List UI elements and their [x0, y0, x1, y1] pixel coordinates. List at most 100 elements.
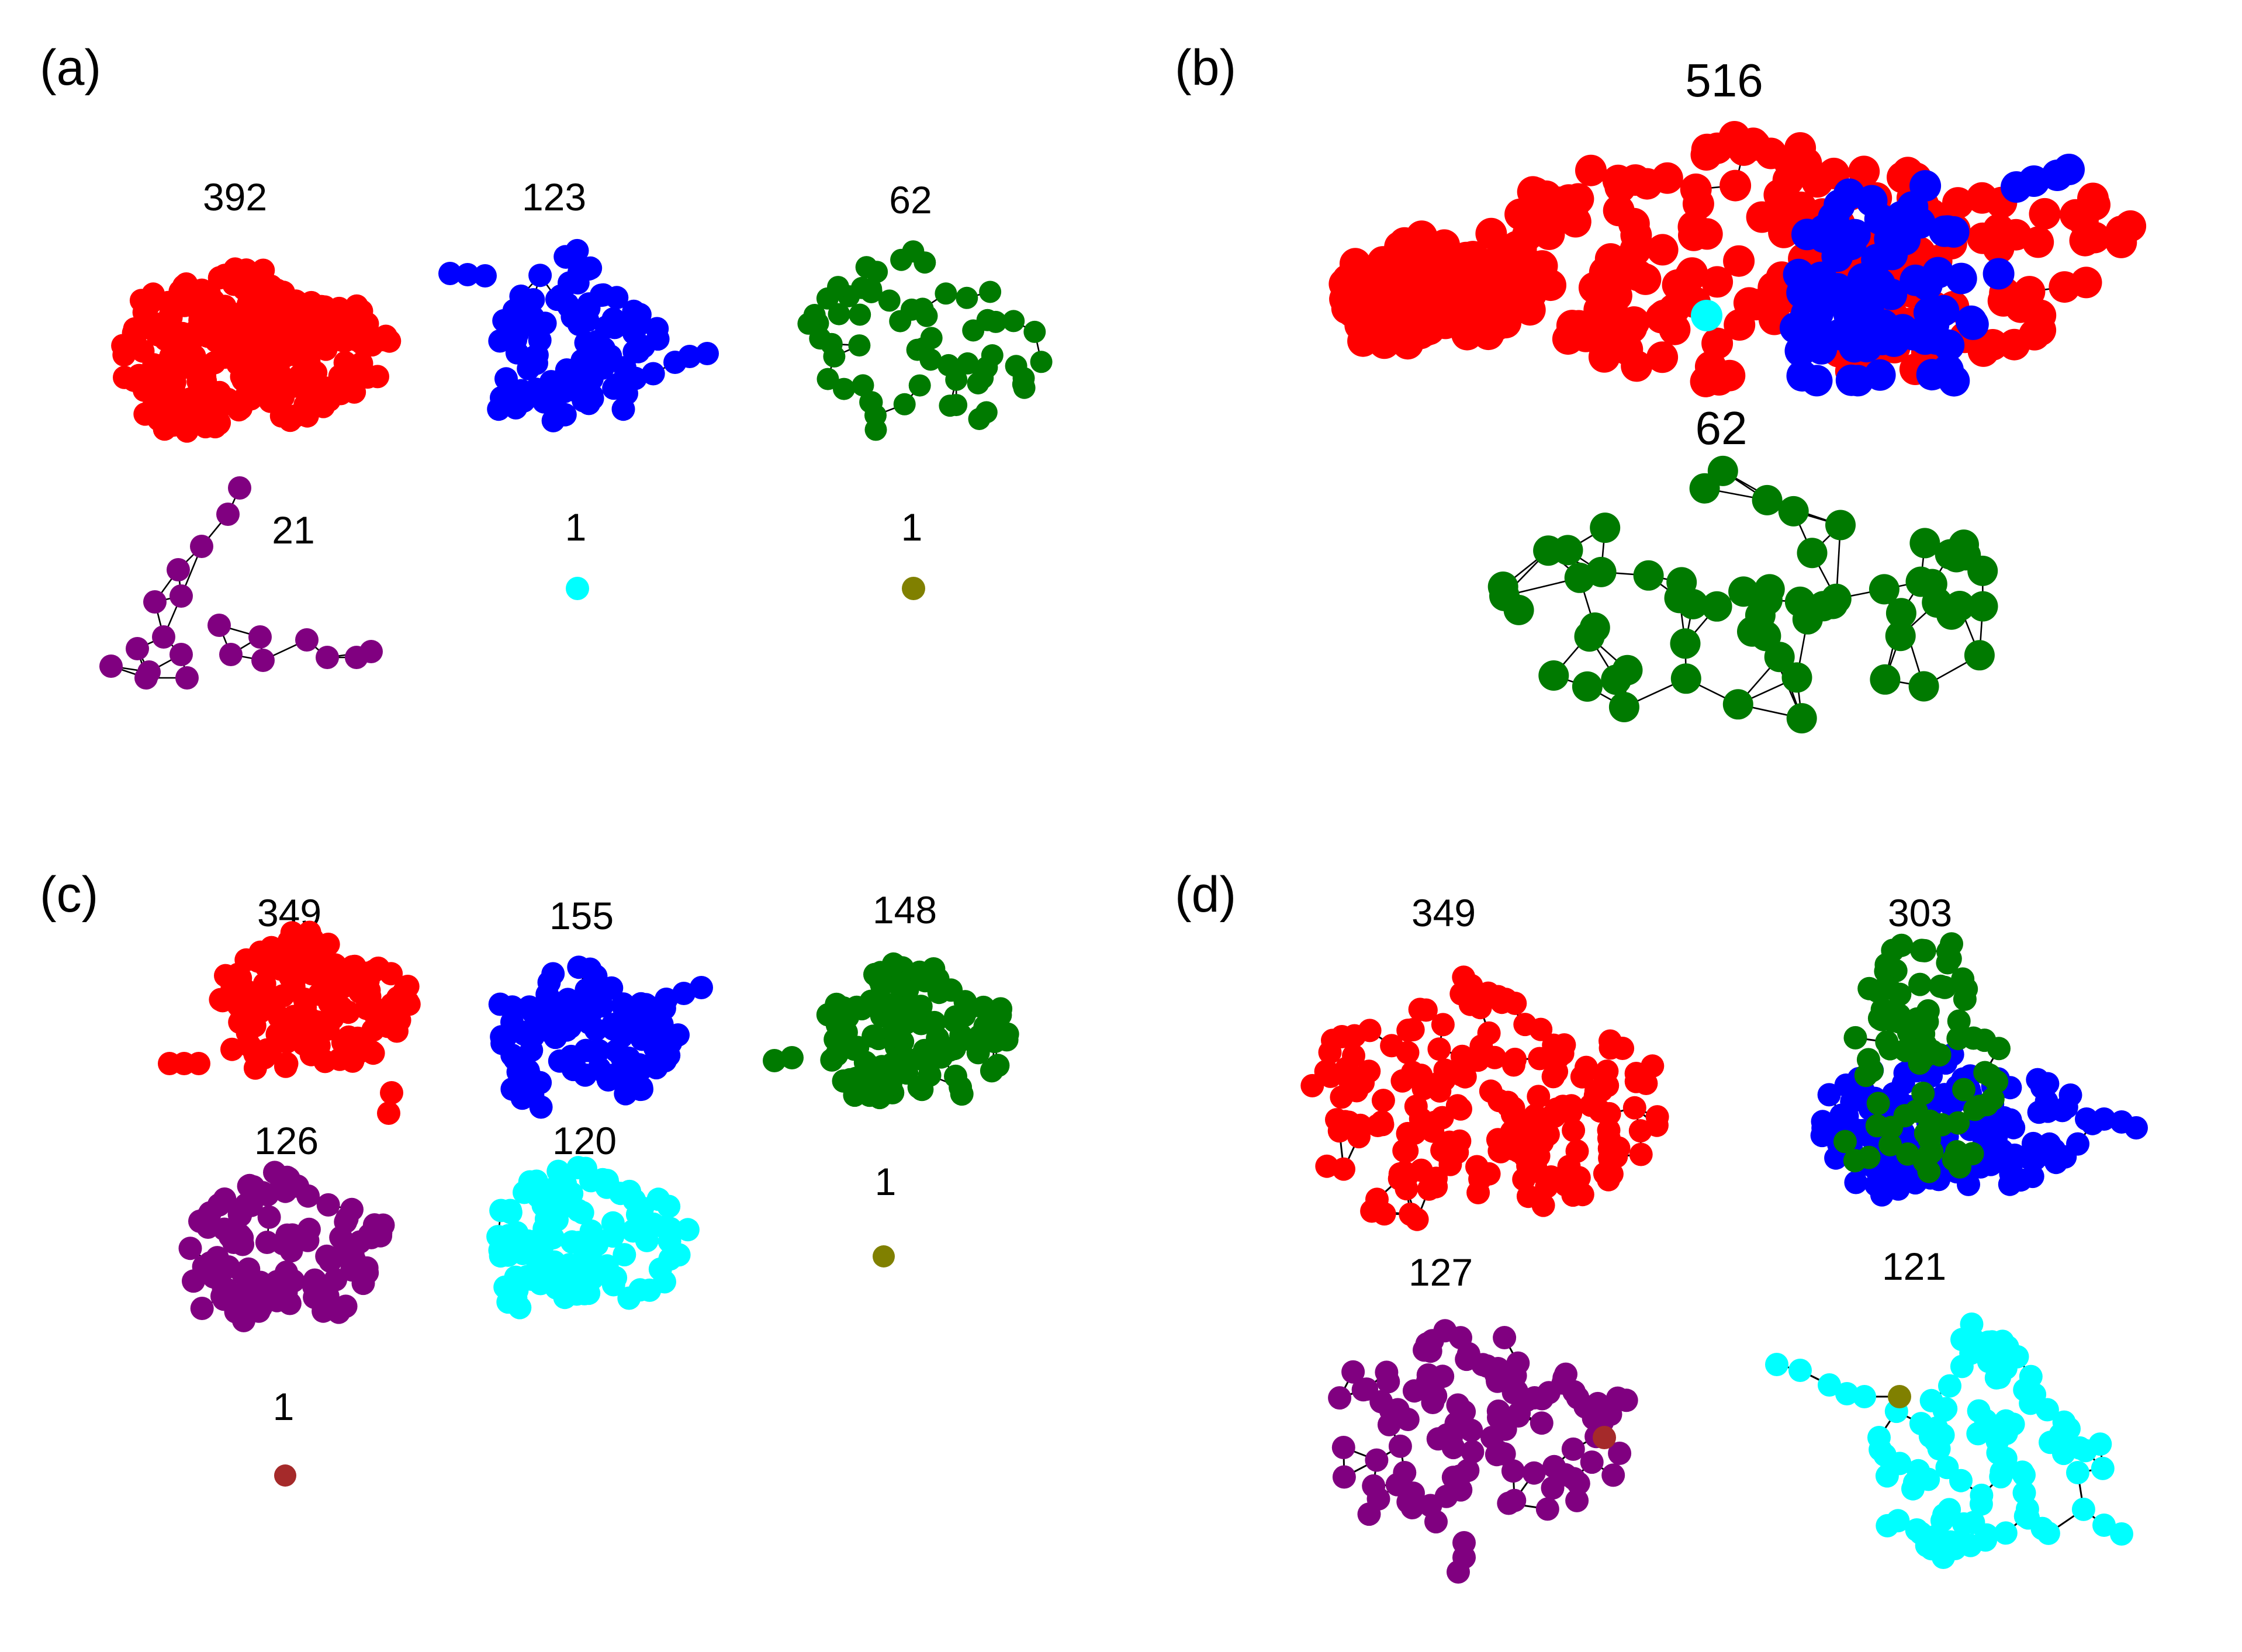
network-node [1501, 231, 1533, 262]
network-node [763, 1049, 786, 1072]
network-node [1375, 250, 1407, 282]
network-node [1506, 1404, 1530, 1428]
network-node [780, 1046, 804, 1069]
network-node [1392, 293, 1424, 325]
network-node [328, 1047, 352, 1071]
network-node [1628, 1119, 1652, 1143]
network-node [1829, 1103, 1853, 1127]
network-node [1670, 663, 1701, 694]
network-node [1343, 1024, 1366, 1048]
network-node [546, 1159, 570, 1183]
network-node [2019, 318, 2050, 351]
network-node [1452, 965, 1476, 989]
network-node [1347, 1125, 1371, 1149]
network-node [1404, 317, 1437, 349]
network-node [258, 288, 281, 311]
network-node [895, 1061, 919, 1085]
network-node [499, 1284, 523, 1308]
network-node [122, 368, 146, 392]
network-node [1947, 1009, 1971, 1033]
network-node [1523, 1103, 1547, 1127]
network-node [1817, 588, 1848, 619]
network-node [1314, 1059, 1338, 1083]
network-node [2070, 266, 2102, 299]
network-node [1885, 200, 1918, 233]
network-node [99, 654, 123, 678]
network-node [1945, 591, 1975, 621]
network-node [1973, 1061, 1997, 1085]
network-node [1604, 1145, 1628, 1169]
network-node [1999, 1162, 2023, 1186]
network-node [162, 375, 185, 399]
network-node [1501, 1381, 1525, 1405]
community-a-1-olive [902, 577, 925, 600]
network-node [966, 1041, 990, 1065]
network-node [1801, 166, 1833, 198]
network-node [1676, 257, 1708, 289]
network-node [1593, 1426, 1616, 1449]
network-node [888, 974, 912, 998]
network-node [1529, 1017, 1553, 1041]
network-node [1805, 261, 1837, 293]
network-node [1375, 1360, 1399, 1384]
network-node [356, 968, 380, 992]
network-node [203, 415, 227, 439]
network-node [635, 1228, 659, 1252]
network-node [568, 1262, 592, 1286]
network-node [1629, 1142, 1653, 1166]
network-node [1982, 258, 2015, 290]
network-node [1471, 1353, 1495, 1377]
network-node [251, 649, 275, 672]
network-node [192, 1255, 216, 1279]
network-node [1377, 1413, 1401, 1436]
network-node [1646, 341, 1679, 373]
network-node [1404, 1095, 1428, 1118]
network-node [258, 334, 282, 358]
network-node [1430, 1106, 1454, 1130]
network-node [508, 1050, 532, 1074]
network-node [216, 387, 240, 411]
network-node [1553, 184, 1585, 216]
network-node [879, 993, 903, 1017]
network-node [1579, 612, 1610, 643]
network-node [1938, 947, 1962, 971]
network-node [1328, 1386, 1352, 1410]
network-node [1599, 1029, 1622, 1053]
network-node [379, 962, 403, 986]
network-node [1332, 1465, 1356, 1489]
network-node [1891, 1071, 1915, 1095]
network-node [956, 352, 979, 375]
network-node [638, 1278, 662, 1302]
network-node [1466, 1180, 1490, 1204]
network-node [1552, 535, 1583, 566]
network-node [1949, 529, 1979, 560]
network-node [1572, 671, 1603, 702]
network-node [359, 640, 383, 663]
panel-a-size-1-olive: 1 [901, 505, 923, 549]
network-node [594, 315, 618, 339]
network-node [1942, 187, 1974, 219]
network-node [1870, 664, 1901, 695]
network-node [583, 1234, 607, 1258]
network-node [1451, 318, 1483, 351]
network-node [1701, 591, 1732, 622]
network-node [1494, 988, 1518, 1012]
network-node [1916, 999, 1940, 1023]
network-node [307, 1034, 331, 1058]
network-node [676, 1218, 700, 1242]
network-node [456, 263, 479, 286]
network-node [1781, 662, 1812, 693]
network-node [565, 238, 589, 262]
network-node [1554, 1362, 1577, 1386]
network-node [945, 394, 968, 417]
network-node [1335, 1056, 1359, 1080]
network-node [1597, 1102, 1621, 1125]
network-node [1554, 1173, 1578, 1197]
network-node [377, 1102, 400, 1125]
network-node [1703, 364, 1735, 396]
network-node [1531, 1193, 1555, 1217]
network-node [902, 577, 925, 600]
panel-a-size-123: 123 [522, 175, 586, 219]
panel-d-size-303: 303 [1888, 891, 1952, 934]
